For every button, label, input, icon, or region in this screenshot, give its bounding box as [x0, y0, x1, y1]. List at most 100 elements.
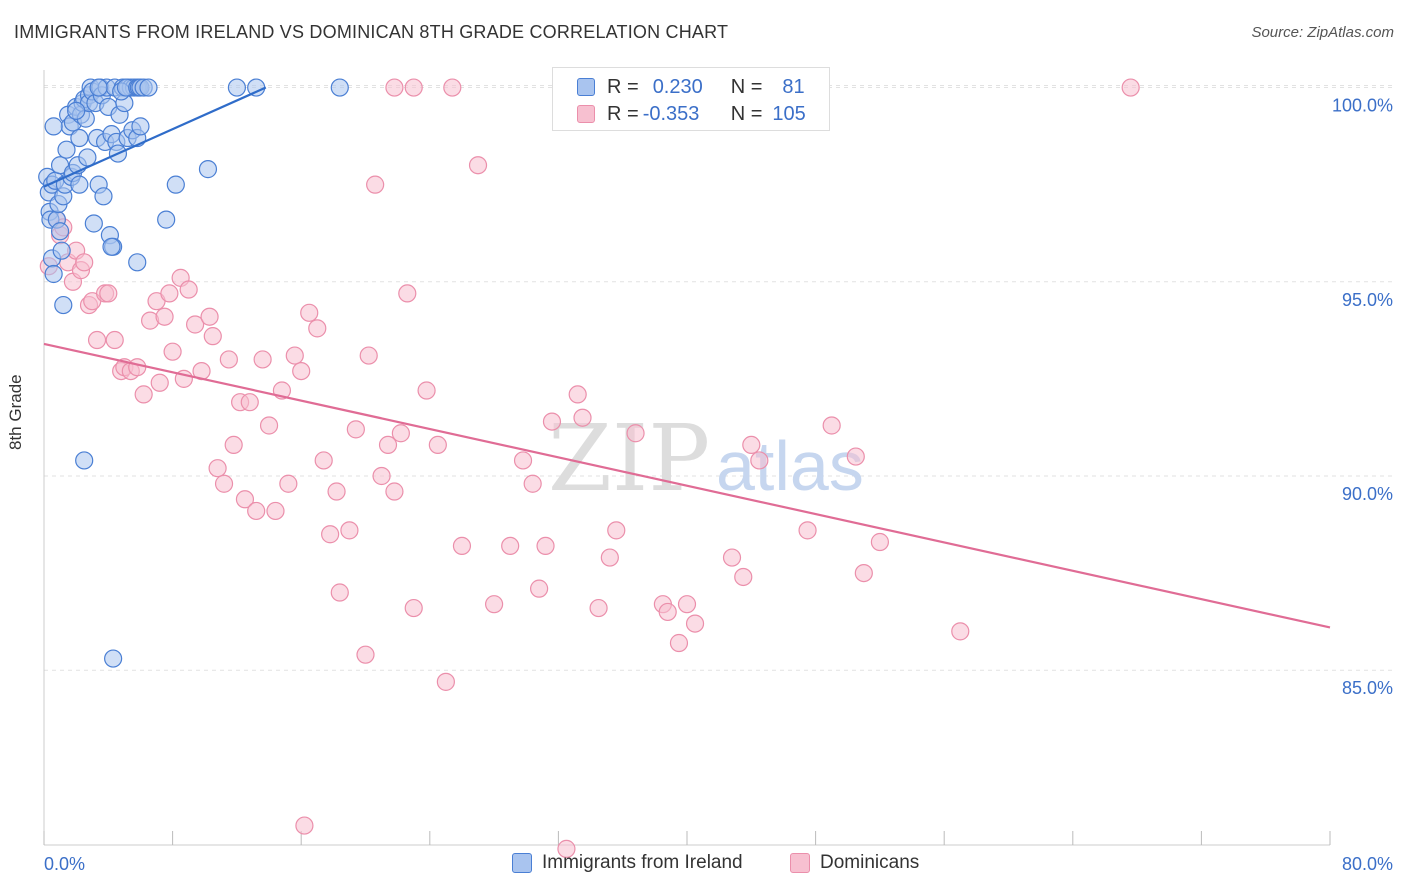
dominicans-point — [372, 466, 391, 486]
ireland-point — [157, 210, 176, 229]
dominicans-point — [292, 362, 311, 381]
series-legend-ireland[interactable]: Immigrants from Ireland — [512, 852, 743, 874]
dominicans-point — [501, 536, 520, 555]
x-tick-label: 80.0% — [1342, 854, 1393, 874]
dominicans-point — [750, 451, 769, 470]
source-label: Source: ZipAtlas.com — [1251, 24, 1394, 41]
ireland-point — [166, 175, 185, 194]
dominicans-point — [321, 525, 340, 544]
dominicans-point — [530, 579, 549, 598]
series-swatch-dominicans — [790, 853, 810, 873]
ireland-point — [44, 117, 63, 136]
dominicans-point — [742, 435, 761, 455]
dominicans-point — [822, 416, 841, 435]
ireland-points — [38, 78, 349, 668]
dominicans-point — [600, 548, 619, 567]
dominicans-point — [391, 424, 410, 443]
watermark-zip: ZIP — [548, 405, 710, 512]
ireland-point — [94, 187, 113, 206]
dominicans-point — [346, 420, 365, 439]
dominicans-point — [330, 583, 349, 602]
dominicans-point — [128, 358, 147, 377]
dominicans-point — [208, 459, 227, 478]
ireland-point — [70, 128, 89, 148]
dominicans-point — [99, 284, 118, 303]
series-label-ireland: Immigrants from Ireland — [542, 852, 743, 873]
legend-n-label: N = — [730, 102, 763, 125]
y-tick-label: 100.0% — [1332, 96, 1393, 116]
dominicans-point — [404, 598, 423, 618]
dominicans-point — [179, 280, 198, 299]
series-label-dominicans: Dominicans — [820, 852, 920, 873]
dominicans-point — [669, 633, 689, 653]
legend-row-ireland: R = 0.230 N = 81 — [577, 74, 805, 100]
ireland-point — [44, 264, 63, 284]
dominicans-point — [385, 78, 404, 97]
trend-lines — [43, 86, 1331, 629]
dominicans-point — [734, 567, 753, 587]
dominicans-point — [485, 595, 504, 614]
dominicans-point — [443, 78, 462, 97]
dominicans-point — [658, 602, 677, 622]
ireland-point — [89, 78, 108, 97]
dominicans-point — [279, 474, 298, 493]
dominicans-point — [105, 330, 124, 350]
ireland-point — [54, 295, 73, 315]
dominicans-point — [417, 381, 436, 400]
dominicans-point — [214, 474, 234, 493]
dominicans-point — [259, 416, 279, 435]
dominicans-point — [200, 307, 219, 326]
dominicans-point — [160, 284, 179, 303]
dominicans-point — [155, 307, 174, 326]
ireland-point — [102, 237, 121, 256]
dominicans-point — [266, 501, 285, 521]
dominicans-point — [308, 319, 327, 338]
dominicans-point — [428, 435, 447, 455]
series-swatch-ireland — [512, 853, 532, 873]
dominicans-point — [536, 536, 555, 555]
dominicans-point — [436, 672, 455, 691]
ireland-point — [70, 175, 89, 194]
dominicans-point — [75, 253, 94, 272]
dominicans-point — [573, 408, 592, 427]
dominicans-point — [677, 595, 697, 614]
legend-r-label: R = — [607, 102, 639, 125]
stats-legend: R = 0.230 N = 81 R = -0.353 N = 105 — [552, 67, 830, 131]
dominicans-point — [568, 385, 587, 404]
ireland-point — [131, 117, 150, 136]
dominicans-point — [385, 482, 404, 501]
legend-swatch-ireland — [577, 78, 595, 96]
dominicans-point — [295, 816, 314, 835]
dominicans-point — [1121, 78, 1140, 97]
watermark: ZIP atlas — [548, 405, 864, 512]
y-tick-label: 95.0% — [1342, 290, 1393, 310]
dominicans-point — [366, 175, 385, 194]
ireland-trend-line — [43, 86, 267, 188]
legend-r-label: R = — [607, 75, 639, 98]
y-tick-label: 85.0% — [1342, 678, 1393, 698]
dominicans-point — [253, 350, 272, 369]
dominicans-point — [846, 447, 865, 466]
dominicans-point — [327, 482, 346, 501]
dominicans-point — [240, 393, 259, 412]
dominicans-point — [722, 548, 742, 567]
dominicans-point — [359, 346, 378, 365]
dominicans-point — [340, 521, 359, 540]
watermark-atlas: atlas — [716, 427, 864, 505]
dominicans-point — [247, 501, 266, 521]
dominicans-point — [285, 346, 304, 365]
ireland-point — [57, 140, 76, 159]
legend-r-value: -0.353 — [642, 102, 700, 125]
dominicans-point — [589, 598, 608, 618]
dominicans-point — [557, 839, 576, 858]
ireland-point — [50, 222, 70, 241]
tick-labels: 85.0% 90.0% 95.0% 100.0% 0.0% 80.0% — [44, 96, 1393, 874]
series-legend-dominicans[interactable]: Dominicans — [790, 852, 919, 874]
dominicans-point — [314, 451, 333, 470]
ireland-point — [67, 101, 86, 120]
x-tick-label: 0.0% — [44, 854, 85, 874]
dominicans-point — [685, 614, 705, 633]
ireland-point — [330, 78, 349, 97]
dominicans-point — [87, 330, 107, 350]
ireland-point — [198, 160, 218, 179]
